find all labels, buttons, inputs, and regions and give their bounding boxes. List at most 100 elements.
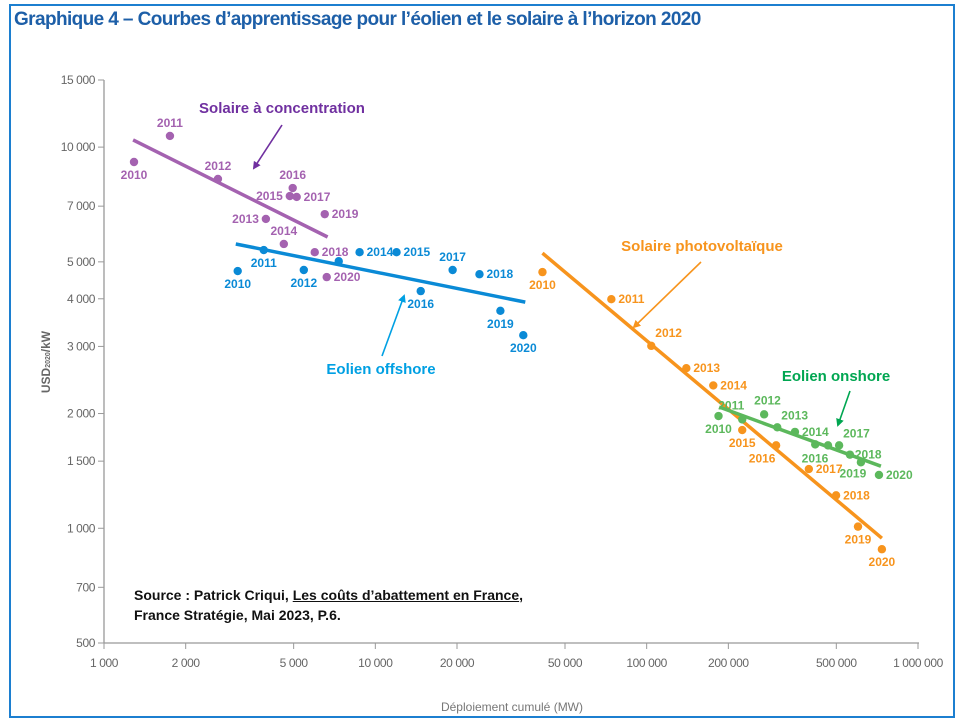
x-tick-label: 500 000	[816, 656, 857, 670]
y-tick-label: 15 000	[61, 73, 96, 87]
point-label-eolien-onshore: 2019	[840, 466, 867, 480]
point-label-solaire-a-concentration: 2020	[334, 270, 361, 284]
data-point-eolien-onshore	[738, 415, 747, 424]
data-point-eolien-onshore	[714, 411, 723, 421]
source-work-title: Les coûts d’abattement en France	[292, 587, 520, 603]
x-tick-label: 20 000	[440, 656, 475, 670]
data-point-solaire-a-concentration	[322, 272, 331, 282]
point-label-solaire-photovoltaique: 2017	[816, 462, 843, 476]
point-label-solaire-a-concentration: 2013	[232, 212, 259, 226]
point-label-eolien-offshore: 2010	[224, 277, 251, 291]
trend-line-solaire-a-concentration	[132, 138, 329, 239]
point-label-solaire-photovoltaique: 2020	[869, 555, 896, 569]
data-point-solaire-a-concentration	[129, 157, 139, 167]
point-label-eolien-onshore: 2012	[754, 393, 781, 407]
data-points	[129, 131, 887, 554]
point-label-solaire-a-concentration: 2011	[157, 116, 183, 130]
series-annotations: Solaire à concentration Eolien offshore So…	[199, 100, 890, 427]
data-point-solaire-a-concentration	[213, 174, 223, 184]
data-point-solaire-a-concentration	[292, 192, 301, 202]
x-tick-label: 10 000	[358, 656, 393, 670]
x-tick-label: 50 000	[548, 656, 583, 670]
arrow-icon	[632, 261, 702, 329]
point-label-eolien-onshore: 2020	[886, 468, 913, 482]
point-label-solaire-photovoltaique: 2015	[729, 436, 756, 450]
data-point-solaire-a-concentration	[285, 191, 295, 201]
point-label-eolien-onshore: 2016	[802, 451, 829, 465]
point-label-eolien-onshore: 2018	[855, 448, 882, 462]
arrow-icon	[381, 294, 406, 357]
data-point-eolien-offshore	[519, 331, 528, 340]
point-label-eolien-offshore: 2019	[487, 317, 514, 331]
data-point-eolien-onshore	[773, 423, 782, 432]
arrow-icon	[836, 390, 851, 427]
point-labels: 2010201120122013201420152016201720182019…	[121, 116, 913, 569]
point-label-eolien-onshore: 2011	[718, 398, 744, 412]
y-tick-label: 7 000	[67, 199, 96, 213]
data-point-solaire-photovoltaique	[771, 441, 781, 450]
y-tick-label: 500	[76, 636, 96, 650]
arrow-icon	[252, 124, 283, 170]
point-label-solaire-a-concentration: 2014	[270, 224, 297, 238]
source-suffix: ,	[519, 587, 524, 603]
chart-frame	[9, 4, 955, 718]
point-label-eolien-offshore: 2017	[439, 250, 466, 264]
point-label-solaire-photovoltaique: 2012	[655, 326, 682, 340]
point-label-solaire-a-concentration: 2018	[322, 245, 349, 259]
point-label-solaire-photovoltaique: 2014	[720, 378, 747, 392]
x-tick-label: 200 000	[708, 656, 749, 670]
data-point-solaire-photovoltaique	[831, 491, 841, 500]
data-point-eolien-onshore	[856, 458, 866, 467]
point-label-eolien-offshore: 2014	[367, 245, 394, 259]
data-point-solaire-a-concentration	[165, 131, 175, 141]
point-label-solaire-a-concentration: 2015	[256, 189, 283, 203]
data-point-solaire-photovoltaique	[804, 464, 814, 474]
data-point-solaire-photovoltaique	[538, 267, 547, 277]
y-tick-label: 10 000	[61, 140, 96, 154]
point-label-solaire-a-concentration: 2010	[121, 168, 148, 182]
point-label-solaire-photovoltaique: 2013	[693, 361, 720, 375]
trend-line-eolien-offshore	[235, 242, 526, 304]
point-label-eolien-offshore: 2011	[251, 256, 277, 270]
point-label-eolien-onshore: 2017	[843, 426, 870, 440]
x-tick-label: 100 000	[626, 656, 667, 670]
series-name-label: Solaire à concentration	[199, 100, 365, 117]
point-label-solaire-photovoltaique: 2010	[529, 278, 556, 292]
x-tick-label: 2 000	[172, 656, 201, 670]
point-label-solaire-a-concentration: 2016	[279, 168, 306, 182]
y-tick-label: 4 000	[67, 292, 96, 306]
data-point-eolien-onshore	[790, 427, 800, 437]
data-point-eolien-onshore	[759, 410, 769, 419]
data-point-solaire-photovoltaique	[738, 425, 747, 435]
axes: 500 700 1 000 1 500 2 000 3 000 4 000 5 000 7 00…	[61, 73, 944, 670]
data-point-solaire-photovoltaique	[877, 545, 887, 554]
point-label-eolien-offshore: 2016	[407, 297, 434, 311]
y-tick-label: 3 000	[67, 339, 96, 353]
series-name-label: Eolien onshore	[782, 368, 890, 385]
y-axis-label-unit: /kW	[39, 330, 53, 352]
point-label-eolien-onshore: 2014	[802, 425, 829, 439]
data-point-eolien-offshore	[299, 265, 309, 275]
y-axis-label: USD2020/kW	[39, 330, 53, 393]
point-label-solaire-a-concentration: 2012	[205, 159, 232, 173]
source-line2: France Stratégie, Mai 2023, P.6.	[134, 607, 341, 623]
y-axis-label-sub: 2020	[45, 352, 52, 368]
data-point-eolien-onshore	[823, 441, 833, 450]
data-point-eolien-offshore	[475, 270, 484, 279]
series-name-label: Eolien offshore	[326, 361, 435, 378]
point-label-solaire-a-concentration: 2017	[304, 190, 331, 204]
y-tick-label: 5 000	[67, 255, 96, 269]
trend-line-solaire-photovoltaique	[541, 251, 884, 540]
x-tick-label: 1 000	[90, 656, 119, 670]
point-label-eolien-offshore: 2018	[486, 267, 513, 281]
point-label-eolien-onshore: 2010	[705, 422, 732, 436]
trend-lines	[132, 138, 884, 540]
point-label-solaire-photovoltaique: 2018	[843, 488, 870, 502]
point-label-solaire-photovoltaique: 2016	[749, 451, 776, 465]
data-point-eolien-offshore	[334, 256, 343, 266]
x-axis-label: Déploiement cumulé (MW)	[441, 700, 583, 714]
data-point-eolien-onshore	[845, 450, 855, 459]
y-axis-label-main: USD	[39, 367, 53, 393]
point-label-solaire-photovoltaique: 2019	[845, 533, 872, 547]
